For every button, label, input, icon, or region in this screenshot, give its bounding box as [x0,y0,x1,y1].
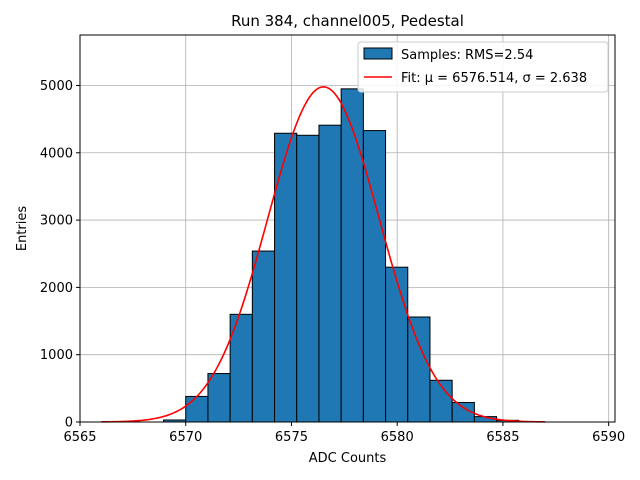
x-axis-ticks: 6565 6570 6575 6580 6585 6590 [63,422,625,445]
y-tick-label: 3000 [40,214,73,229]
chart-title: Run 384, channel005, Pedestal [231,12,464,30]
histogram-bar [318,124,342,423]
x-axis-label: ADC Counts [309,451,387,466]
legend-samples-label: Samples: RMS=2.54 [401,48,533,63]
plot-frame [79,34,616,423]
legend-box [357,41,609,93]
y-axis-label: Entries [15,206,30,252]
legend-fit-label: Fit: μ = 6576.514, σ = 2.638 [401,71,587,86]
y-tick-label: 5000 [40,79,73,94]
histogram-bar [207,373,231,423]
y-tick-label: 4000 [40,146,73,161]
x-tick-label: 6585 [486,430,519,445]
histogram-bar [407,316,431,423]
y-axis-ticks: 0 1000 2000 3000 4000 5000 [40,79,80,431]
histogram-bar [251,250,276,423]
histogram-bar [185,395,209,423]
histogram-bars [163,88,520,423]
x-tick-label: 6575 [275,430,308,445]
legend-samples-swatch [363,47,393,60]
histogram-bar [385,266,409,423]
fit-curve [101,86,546,423]
x-tick-label: 6580 [381,430,414,445]
histogram-bar [274,132,298,423]
x-tick-label: 6590 [592,430,625,445]
x-tick-label: 6565 [63,430,96,445]
x-tick-label: 6570 [169,430,202,445]
y-tick-label: 1000 [40,348,73,363]
legend: Samples: RMS=2.54 Fit: μ = 6576.514, σ =… [357,41,609,93]
y-tick-label: 2000 [40,281,73,296]
histogram-bar [296,134,320,423]
y-tick-label: 0 [65,416,73,431]
histogram-bar [340,88,364,423]
